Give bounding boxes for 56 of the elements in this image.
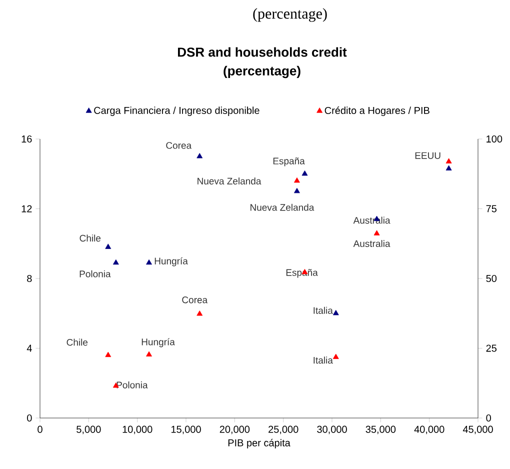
y-tick-label: 0 <box>27 414 32 422</box>
annotation: Australia <box>353 240 390 247</box>
annotation: Corea <box>166 142 192 149</box>
legend-label: Crédito a Hogares / PIB <box>324 106 430 116</box>
point <box>146 259 152 265</box>
y-tick-label: 8 <box>27 274 32 282</box>
y-tick-label: 4 <box>26 344 32 352</box>
chart-subtitle: (percentage) <box>224 66 300 78</box>
point <box>332 354 339 359</box>
legend-label: Carga Financiera / Ingreso disponible <box>94 106 260 116</box>
x-tick-label: 30,000 <box>317 426 347 434</box>
point <box>196 310 203 316</box>
annotation: EEUU <box>415 152 440 159</box>
point <box>112 259 119 265</box>
point <box>105 244 112 249</box>
point <box>374 230 380 236</box>
point <box>332 310 339 316</box>
x-tick-label: 15,000 <box>171 426 201 434</box>
x-tick-label: 5,000 <box>76 426 101 434</box>
x-tick-label: 35,000 <box>366 426 396 434</box>
x-tick-label: 40,000 <box>414 426 444 434</box>
annotation: Polonia <box>80 270 111 278</box>
x-tick-label: 45,000 <box>462 426 493 434</box>
annotation: Nueva Zelanda <box>250 204 314 211</box>
y2-tick-label: 100 <box>486 135 502 143</box>
text: (percentage) <box>253 8 327 22</box>
point <box>105 352 112 358</box>
y2-tick-label: 50 <box>486 274 497 282</box>
point <box>294 188 300 194</box>
point <box>146 351 152 356</box>
annotation: Italia <box>314 306 333 314</box>
point <box>294 177 300 183</box>
x-tick-label: 20,000 <box>220 426 250 434</box>
annotation: Chile <box>80 234 101 242</box>
annotation: Chile <box>66 338 88 346</box>
point <box>446 158 452 164</box>
annotation: Italia <box>314 356 333 364</box>
annotation: Hungría <box>142 338 175 348</box>
chart-title: DSR and households credit <box>178 47 347 57</box>
x-tick-label: 25,000 <box>268 426 298 434</box>
x-axis-title: PIB per cápita <box>228 438 290 448</box>
y2-tick-label: 0 <box>486 414 491 422</box>
y2-tick-label: 25 <box>486 344 497 352</box>
y2-tick-label: 75 <box>486 205 497 212</box>
x-tick-label: 0 <box>38 426 42 433</box>
annotation: España <box>273 157 305 166</box>
annotation: Hungría <box>154 257 188 266</box>
annotation: Australia <box>353 216 390 224</box>
point <box>196 153 203 158</box>
point <box>302 170 308 176</box>
point <box>446 165 452 170</box>
y-tick-label: 16 <box>22 135 32 143</box>
x-tick-label: 10,000 <box>122 426 152 434</box>
annotation: Corea <box>182 296 208 304</box>
y-tick-label: 12 <box>22 205 32 212</box>
annotation: Nueva Zelanda <box>198 178 262 184</box>
